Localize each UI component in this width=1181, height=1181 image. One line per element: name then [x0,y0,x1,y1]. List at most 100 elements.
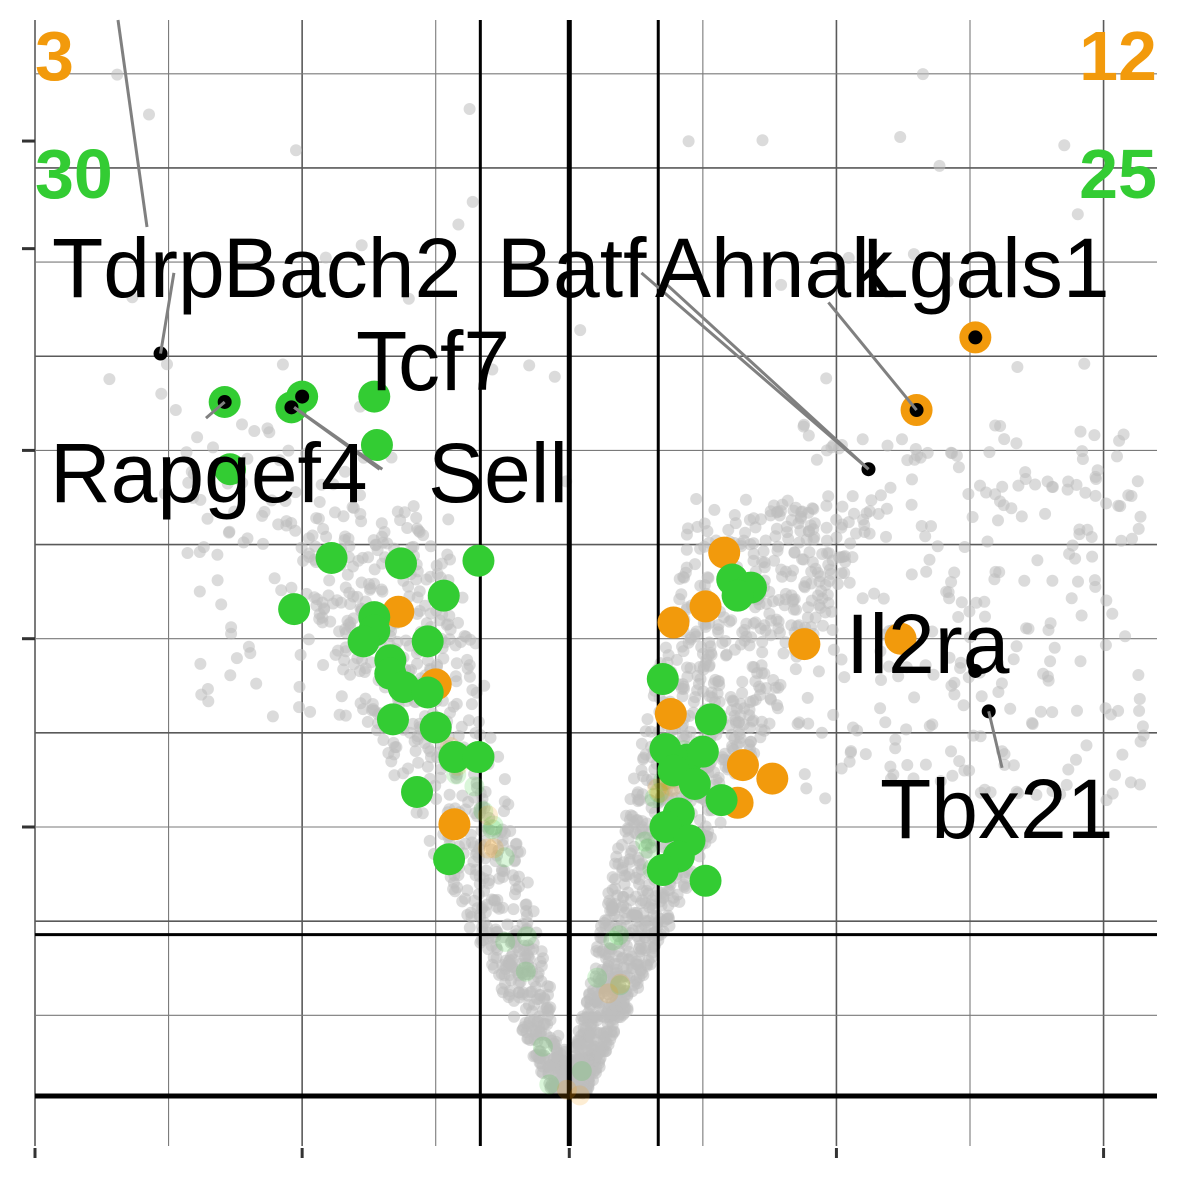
background-point [545,1078,558,1090]
background-point [521,948,534,961]
background-point [431,567,444,580]
background-point [376,585,389,598]
down-regulated-point [438,741,471,774]
background-point [327,478,340,491]
background-point [211,548,224,561]
background-point [622,953,635,966]
background-point [720,648,733,661]
background-point [592,946,605,959]
background-point [1115,534,1128,547]
background-point [773,626,786,639]
background-point [927,668,940,681]
background-point [498,864,511,877]
down-regulated-point [689,864,722,897]
background-point [1126,532,1138,545]
faint-highlight-point [650,782,671,803]
background-point [256,509,269,522]
down-regulated-point [358,380,391,413]
background-point [377,734,390,746]
background-point [837,550,850,563]
background-point [908,691,921,704]
background-point [201,512,214,525]
faint-highlight-point [647,778,668,799]
background-point [1061,483,1074,496]
faint-highlight-point [483,815,504,836]
background-point [850,527,862,540]
background-point [459,837,472,850]
background-point [443,788,456,801]
background-point [1089,489,1102,502]
up-regulated-point [382,595,415,628]
background-point [337,510,350,523]
background-point [285,581,298,594]
background-point [609,967,622,980]
background-point [421,760,434,773]
background-point [584,977,597,990]
background-point [758,556,771,569]
background-point [634,858,647,871]
background-point [499,977,511,990]
background-point [596,963,609,976]
background-point [629,871,642,884]
background-point [527,975,540,988]
background-point [642,954,655,967]
background-point [265,494,278,507]
background-point [300,447,312,460]
gene-label-rapgef4: Rapgef4 [50,426,368,520]
background-point [528,1013,540,1026]
background-point [111,68,124,81]
count-labels: 3 12 30 25 [35,17,1157,213]
background-point [1044,655,1057,668]
background-point [753,680,766,693]
background-point [857,513,870,526]
background-point [981,535,994,548]
background-point [896,433,908,446]
background-point [413,605,426,617]
background-point [838,671,851,684]
background-point [472,888,485,901]
background-point [502,798,515,811]
background-point [424,540,437,553]
background-point [378,526,391,538]
background-point [796,553,809,566]
background-point [615,901,628,914]
background-point [963,605,976,618]
background-point [785,619,798,632]
background-point [667,895,680,908]
background-point [407,540,420,553]
background-point [851,724,864,737]
gene-label-sell: Sell [428,426,568,520]
background-point [763,607,776,620]
background-point [801,691,814,704]
background-point [863,527,876,540]
background-point [533,1026,546,1039]
background-point [450,657,463,670]
down-regulated-point [427,579,460,612]
background-point [1012,479,1025,492]
background-point [1136,720,1149,733]
down-regulated-point [376,703,409,736]
background-point [456,895,469,908]
background-point [844,537,857,550]
background-point [410,806,423,819]
background-point [701,525,714,538]
background-point [382,747,395,759]
background-point [645,841,657,854]
background-point [225,627,238,640]
background-point [734,731,747,744]
background-point [1037,667,1050,680]
background-point [676,640,689,653]
background-point [207,441,219,454]
background-point [633,933,646,946]
background-point [435,557,448,570]
background-point [759,534,772,547]
down-regulated-point [387,671,420,704]
background-point [498,969,511,982]
background-point [979,610,991,623]
background-point [998,433,1011,446]
background-point [819,792,832,805]
background-point [777,647,790,660]
background-point [1005,502,1018,515]
background-point [781,494,794,507]
